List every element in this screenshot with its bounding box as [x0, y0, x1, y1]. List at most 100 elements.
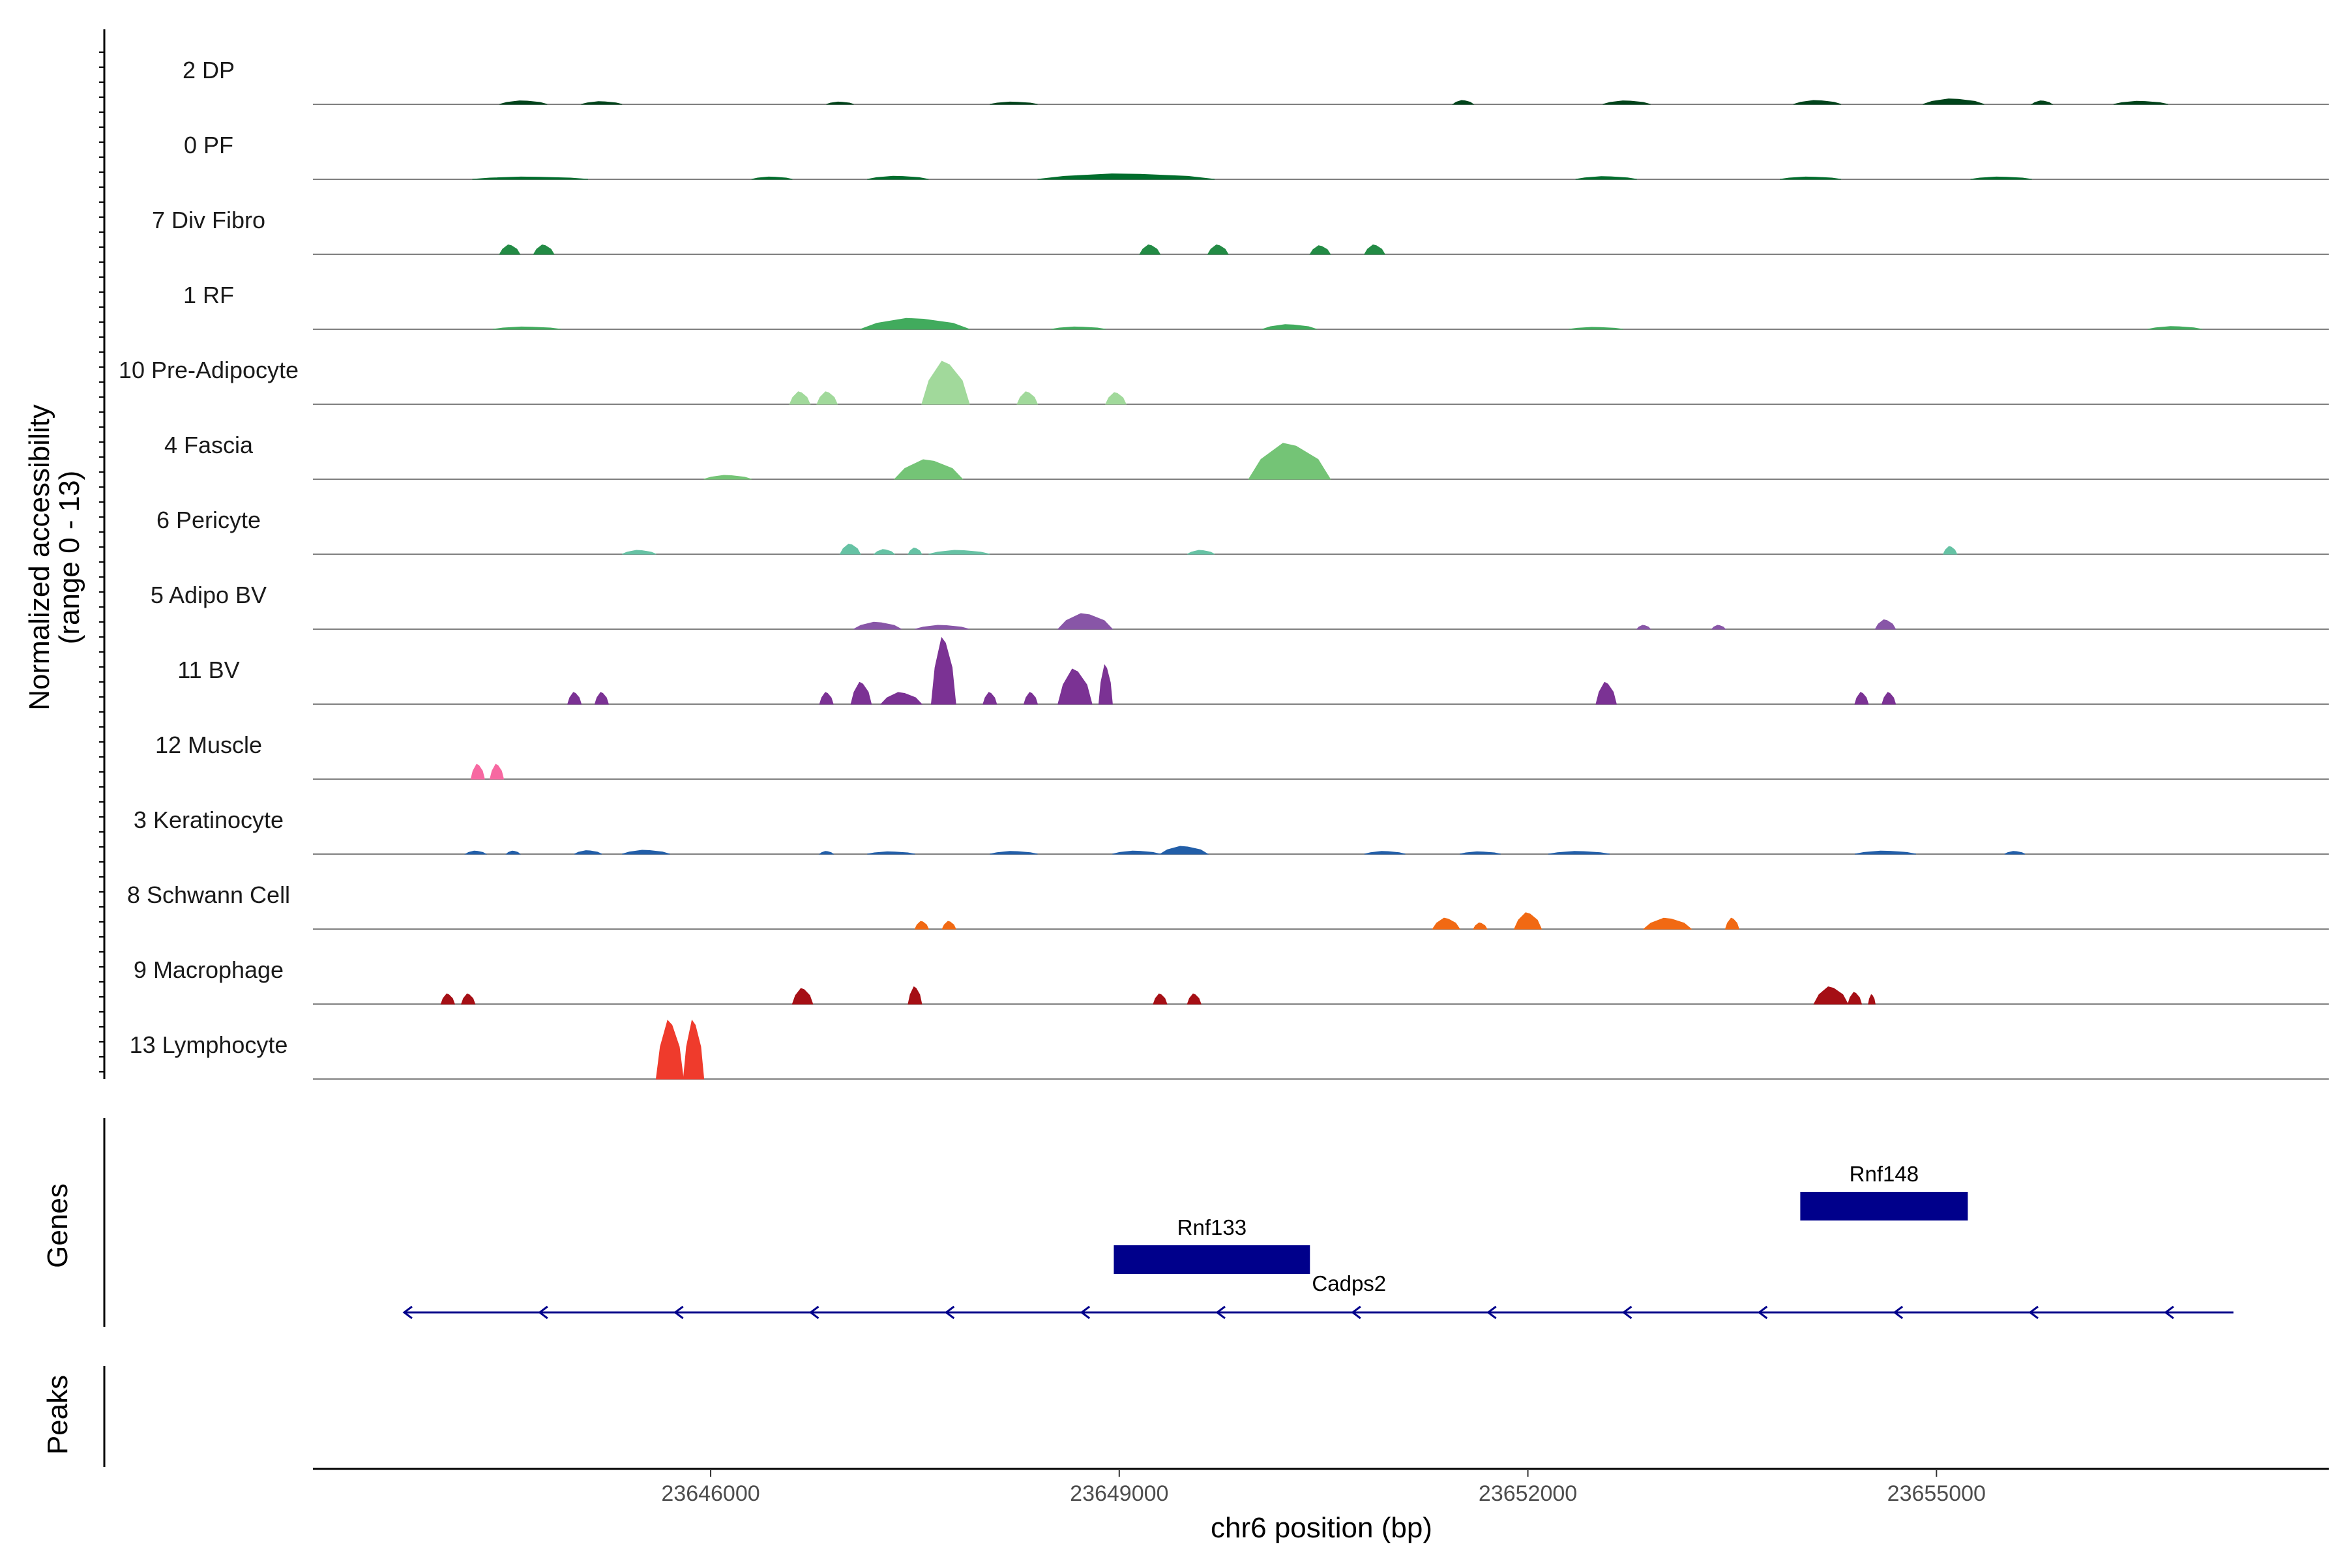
coverage-peak	[622, 550, 657, 555]
track-label: 7 Div Fibro	[152, 207, 265, 233]
track-0-pf: 0 PF	[184, 132, 2329, 180]
coverage-peak	[1057, 613, 1114, 630]
track-2-dp: 2 DP	[183, 57, 2329, 105]
coverage-peak	[440, 993, 455, 1005]
coverage-peak	[622, 850, 670, 855]
coverage-peak	[1854, 850, 1917, 855]
strand-arrow	[1757, 1305, 1768, 1320]
coverage-peak	[816, 391, 838, 405]
track-7-div-fibro: 7 Div Fibro	[152, 207, 2329, 255]
coverage-peak	[1364, 851, 1406, 855]
track-8-schwann-cell: 8 Schwann Cell	[127, 881, 2329, 930]
coverage-peak	[505, 850, 521, 855]
coverage-peak	[930, 636, 956, 705]
coverage-peak	[1711, 625, 1726, 630]
coverage-peak	[1452, 100, 1475, 105]
coverage-peak	[489, 763, 505, 780]
coverage-peak	[1105, 392, 1127, 405]
coverage-peak	[1432, 917, 1461, 930]
coverage-peak	[2113, 100, 2168, 105]
track-3-keratinocyte: 3 Keratinocyte	[134, 806, 2329, 855]
coverage-peak	[818, 851, 834, 855]
coverage-peak	[1309, 245, 1331, 255]
x-tick-label: 23649000	[1070, 1481, 1168, 1506]
coverage-peak	[1473, 922, 1488, 930]
strand-arrow	[1351, 1305, 1361, 1320]
coverage-peak	[574, 850, 602, 855]
coverage-peak	[1153, 993, 1168, 1005]
coverage-peak	[1813, 986, 1849, 1005]
coverage-peak	[470, 763, 485, 780]
genes-panel: Genes Cadps2 Rnf133 Rnf148	[42, 1118, 2234, 1327]
strand-arrow	[2028, 1305, 2039, 1320]
coverage-peak	[1548, 851, 1610, 855]
gene-label: Rnf148	[1850, 1162, 1919, 1186]
coverage-peak	[941, 921, 956, 930]
coverage-peak	[990, 851, 1038, 855]
strand-arrow	[1486, 1305, 1497, 1320]
coverage-peak	[1874, 619, 1897, 630]
coverage-peak	[1942, 546, 1958, 555]
y-axis-title: Normalized accessibility(range 0 - 13)	[23, 404, 85, 710]
coverage-peak	[751, 176, 793, 180]
coverage-peak	[1139, 244, 1161, 255]
coverage-peak	[2030, 100, 2054, 105]
track-label: 4 Fascia	[164, 432, 254, 458]
strand-arrow	[1215, 1305, 1226, 1320]
track-label: 1 RF	[183, 282, 234, 308]
coverage-peak	[1779, 176, 1842, 180]
x-tick-label: 23655000	[1887, 1481, 1986, 1506]
coverage-peak	[819, 692, 834, 705]
coverage-peak	[683, 1019, 705, 1080]
coverage-peak	[914, 921, 930, 930]
track-label: 5 Adipo BV	[151, 582, 267, 608]
coverage-peak	[655, 1020, 684, 1080]
coverage-peak	[499, 100, 548, 105]
gene-label: Cadps2	[1312, 1271, 1386, 1295]
track-label: 0 PF	[184, 132, 233, 158]
strand-arrow	[402, 1305, 413, 1320]
coverage-peak	[1159, 846, 1209, 855]
coverage-peak	[1923, 98, 1985, 105]
coverage-peak	[982, 692, 997, 705]
track-label: 6 Pericyte	[156, 507, 261, 533]
x-tick-label: 23646000	[661, 1481, 760, 1506]
coverage-peak	[1051, 326, 1106, 330]
track-6-pericyte: 6 Pericyte	[156, 507, 2329, 555]
track-label: 10 Pre-Adipocyte	[119, 357, 299, 383]
strand-arrow	[673, 1305, 684, 1320]
coverage-peak	[1187, 993, 1202, 1005]
coverage-peak	[567, 692, 582, 705]
coverage-peak	[594, 692, 610, 705]
coverage-peak	[1037, 173, 1215, 180]
track-4-fascia: 4 Fascia	[164, 432, 2329, 480]
strand-arrow	[1080, 1305, 1091, 1320]
coverage-peak	[1575, 176, 1637, 180]
coverage-peak	[791, 988, 814, 1005]
coverage-peak	[867, 175, 929, 180]
track-13-lymphocyte: 13 Lymphocyte	[130, 1019, 2329, 1080]
coverage-peak	[2148, 326, 2202, 330]
strand-arrow	[1622, 1305, 1632, 1320]
x-axis: chr6 position (bp) 23646000 23649000 23652…	[313, 1468, 2329, 1544]
coverage-peak	[1023, 692, 1039, 705]
coverage-peak	[1724, 917, 1740, 930]
peaks-panel-title: Peaks	[42, 1375, 74, 1455]
coverage-peak	[1868, 994, 1876, 1005]
coverage-peak	[1595, 681, 1617, 705]
coverage-peak	[1057, 668, 1093, 705]
coverage-peak	[472, 176, 589, 180]
track-11-bv: 11 BV	[177, 636, 2329, 705]
coverage-peak	[1459, 851, 1501, 855]
coverage-peak	[921, 361, 970, 405]
strand-arrow	[2164, 1305, 2174, 1320]
track-label: 2 DP	[183, 57, 235, 83]
coverage-peak	[1854, 692, 1869, 705]
coverage-peak	[1262, 324, 1317, 330]
gene-cadps2: Cadps2	[402, 1271, 2234, 1320]
track-label: 13 Lymphocyte	[130, 1031, 288, 1058]
coverage-peak	[1847, 992, 1863, 1005]
coverage-peak	[826, 101, 854, 105]
coverage-peak	[893, 459, 964, 480]
coverage-peak	[928, 550, 990, 555]
